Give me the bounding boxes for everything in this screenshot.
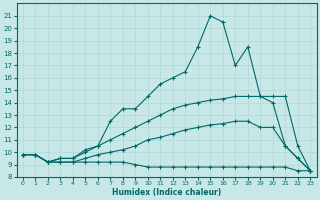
X-axis label: Humidex (Indice chaleur): Humidex (Indice chaleur)	[112, 188, 221, 197]
